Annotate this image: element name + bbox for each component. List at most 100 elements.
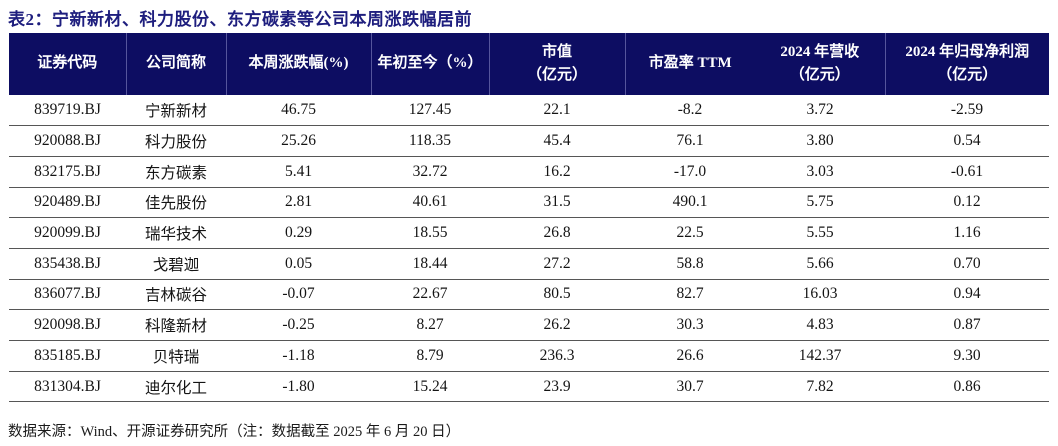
table-cell: 3.80 <box>755 125 885 157</box>
column-header-line: 市值 <box>541 43 572 60</box>
table-cell: 22.5 <box>625 217 755 249</box>
table-cell: 7.82 <box>755 371 885 403</box>
table-cell: 瑞华技术 <box>126 217 226 249</box>
table-cell: 23.9 <box>489 371 625 403</box>
table-cell: 831304.BJ <box>9 371 126 403</box>
report-table: 证券代码 公司简称 本周涨跌幅(%) 年初至今（%） 市值 （亿元） 市盈率 TTM 2024… <box>9 33 1049 403</box>
table-cell: 40.61 <box>371 187 489 219</box>
table-cell: 16.03 <box>755 279 885 311</box>
table-cell: 贝特瑞 <box>126 340 226 372</box>
table-cell: 490.1 <box>625 187 755 219</box>
column-header: 本周涨跌幅(%) <box>226 33 372 95</box>
table-cell: 127.45 <box>371 95 489 127</box>
table-cell: 科隆新材 <box>126 309 226 341</box>
table-cell: 0.70 <box>885 248 1049 280</box>
table-cell: 839719.BJ <box>9 95 126 127</box>
table-cell: -8.2 <box>625 95 755 127</box>
column-header-line: 2024 年归母净利润 <box>905 43 1030 60</box>
table-cell: -1.18 <box>226 340 371 372</box>
column-header-line: 年初至今（%） <box>377 55 483 72</box>
table-cell: -17.0 <box>625 156 755 188</box>
column-header: 市盈率 TTM <box>625 33 755 95</box>
table-cell: 8.27 <box>371 309 489 341</box>
table-cell: 15.24 <box>371 371 489 403</box>
table-cell: 920098.BJ <box>9 309 126 341</box>
table-cell: 26.6 <box>625 340 755 372</box>
table-cell: 5.41 <box>226 156 371 188</box>
table-cell: -0.25 <box>226 309 371 341</box>
column-header: 年初至今（%） <box>371 33 490 95</box>
table-cell: 1.16 <box>885 217 1049 249</box>
table-cell: 236.3 <box>489 340 625 372</box>
table-cell: 5.55 <box>755 217 885 249</box>
column-header: 2024 年营收 （亿元） <box>755 33 886 95</box>
table-cell: 32.72 <box>371 156 489 188</box>
table-cell: 835185.BJ <box>9 340 126 372</box>
table-cell: 45.4 <box>489 125 625 157</box>
table-cell: -0.07 <box>226 279 371 311</box>
table-cell: 0.94 <box>885 279 1049 311</box>
table-cell: 5.66 <box>755 248 885 280</box>
column-header: 市值 （亿元） <box>489 33 626 95</box>
table-row: 920098.BJ 科隆新材 -0.25 8.27 26.2 30.3 4.83 0.87 <box>9 309 1049 341</box>
table-cell: 戈碧迦 <box>126 248 226 280</box>
table-cell: -0.61 <box>885 156 1049 188</box>
table-cell: 920099.BJ <box>9 217 126 249</box>
table-cell: 27.2 <box>489 248 625 280</box>
table-cell: -2.59 <box>885 95 1049 127</box>
table-cell: 46.75 <box>226 95 371 127</box>
column-header-line: 公司简称 <box>145 55 206 72</box>
table-cell: 835438.BJ <box>9 248 126 280</box>
table-cell: 8.79 <box>371 340 489 372</box>
table-row: 920088.BJ 科力股份 25.26 118.35 45.4 76.1 3.80 0.54 <box>9 125 1049 157</box>
table-cell: -1.80 <box>226 371 371 403</box>
table-header: 证券代码 公司简称 本周涨跌幅(%) 年初至今（%） 市值 （亿元） 市盈率 TTM 2024… <box>9 33 1049 95</box>
table-cell: 佳先股份 <box>126 187 226 219</box>
table-cell: 0.05 <box>226 248 371 280</box>
table-cell: 76.1 <box>625 125 755 157</box>
table-cell: 82.7 <box>625 279 755 311</box>
table-cell: 18.55 <box>371 217 489 249</box>
column-header: 证券代码 <box>9 33 127 95</box>
table-cell: 16.2 <box>489 156 625 188</box>
table-row: 920489.BJ 佳先股份 2.81 40.61 31.5 490.1 5.75 0.12 <box>9 187 1049 219</box>
column-header-line: 2024 年营收 <box>780 43 860 60</box>
table-row: 835185.BJ 贝特瑞 -1.18 8.79 236.3 26.6 142.37 9.30 <box>9 340 1049 372</box>
column-header: 2024 年归母净利润 （亿元） <box>885 33 1049 95</box>
table-cell: 25.26 <box>226 125 371 157</box>
table-cell: 迪尔化工 <box>126 371 226 403</box>
table-cell: 0.87 <box>885 309 1049 341</box>
table-body: 839719.BJ 宁新新材 46.75 127.45 22.1 -8.2 3.72 -2.5… <box>9 95 1049 403</box>
table-cell: 科力股份 <box>126 125 226 157</box>
table-cell: 东方碳素 <box>126 156 226 188</box>
column-header-line: 证券代码 <box>37 55 98 72</box>
table-cell: 0.86 <box>885 371 1049 403</box>
column-header-line: 市盈率 TTM <box>648 55 732 72</box>
table-cell: 18.44 <box>371 248 489 280</box>
table-cell: 836077.BJ <box>9 279 126 311</box>
source-note: 数据来源：Wind、开源证券研究所（注：数据截至 2025 年 6 月 20 日… <box>8 424 461 440</box>
column-header-line: （亿元） <box>789 67 850 83</box>
table-cell: 58.8 <box>625 248 755 280</box>
column-header-line: （亿元） <box>937 67 998 83</box>
table-row: 832175.BJ 东方碳素 5.41 32.72 16.2 -17.0 3.03 -0.61 <box>9 156 1049 188</box>
table-cell: 9.30 <box>885 340 1049 372</box>
table-cell: 0.12 <box>885 187 1049 219</box>
table-cell: 26.8 <box>489 217 625 249</box>
table-row: 831304.BJ 迪尔化工 -1.80 15.24 23.9 30.7 7.82 0.86 <box>9 371 1049 403</box>
table-cell: 22.67 <box>371 279 489 311</box>
table-cell: 0.54 <box>885 125 1049 157</box>
table-cell: 4.83 <box>755 309 885 341</box>
column-header-line: （亿元） <box>526 67 587 83</box>
table-cell: 吉林碳谷 <box>126 279 226 311</box>
table-cell: 920088.BJ <box>9 125 126 157</box>
table-cell: 5.75 <box>755 187 885 219</box>
table-cell: 30.7 <box>625 371 755 403</box>
table-title: 表2：宁新新材、科力股份、东方碳素等公司本周涨跌幅居前 <box>8 10 472 29</box>
table-cell: 118.35 <box>371 125 489 157</box>
table-cell: 142.37 <box>755 340 885 372</box>
column-header-line: 本周涨跌幅(%) <box>248 55 349 72</box>
table-row: 835438.BJ 戈碧迦 0.05 18.44 27.2 58.8 5.66 0.70 <box>9 248 1049 280</box>
table-cell: 920489.BJ <box>9 187 126 219</box>
table-row: 839719.BJ 宁新新材 46.75 127.45 22.1 -8.2 3.72 -2.5… <box>9 95 1049 127</box>
